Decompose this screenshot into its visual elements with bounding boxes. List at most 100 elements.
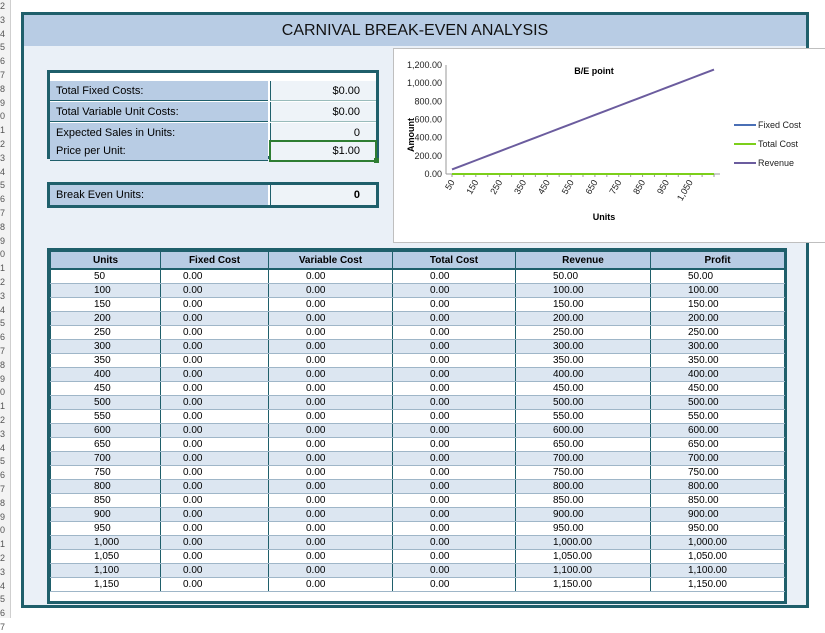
table-cell[interactable]: 0.00 — [160, 409, 269, 424]
table-cell[interactable]: 0.00 — [392, 409, 516, 424]
table-cell[interactable]: 0.00 — [392, 479, 516, 494]
variable-costs-cell[interactable]: $0.00 — [270, 102, 376, 122]
table-cell[interactable]: 0.00 — [160, 339, 269, 354]
row-number[interactable]: 3 — [0, 152, 6, 163]
row-number[interactable]: 5 — [0, 318, 6, 329]
table-cell[interactable]: 0.00 — [160, 563, 269, 578]
table-cell[interactable]: 0.00 — [160, 367, 269, 382]
table-cell[interactable]: 0.00 — [268, 437, 393, 452]
table-cell[interactable]: 0.00 — [268, 423, 393, 438]
table-cell[interactable]: 250 — [50, 325, 161, 340]
table-cell[interactable]: 750.00 — [515, 465, 651, 480]
row-number[interactable]: 6 — [0, 470, 6, 481]
table-cell[interactable]: 900 — [50, 507, 161, 522]
table-cell[interactable]: 250.00 — [515, 325, 651, 340]
table-cell[interactable]: 0.00 — [392, 437, 516, 452]
table-cell[interactable]: 900.00 — [515, 507, 651, 522]
table-cell[interactable]: 100.00 — [515, 283, 651, 298]
row-number[interactable]: 9 — [0, 235, 6, 246]
fill-handle[interactable] — [374, 158, 379, 163]
table-cell[interactable]: 650 — [50, 437, 161, 452]
table-cell[interactable]: 0.00 — [392, 325, 516, 340]
table-cell[interactable]: 0.00 — [392, 535, 516, 550]
table-cell[interactable]: 150.00 — [650, 297, 785, 312]
table-cell[interactable]: 800.00 — [650, 479, 785, 494]
row-number[interactable]: 2 — [0, 277, 6, 287]
table-cell[interactable]: 250.00 — [650, 325, 785, 340]
table-cell[interactable]: 0.00 — [268, 465, 393, 480]
table-cell[interactable]: 0.00 — [392, 367, 516, 382]
table-cell[interactable]: 0.00 — [392, 395, 516, 410]
table-cell[interactable]: 0.00 — [268, 409, 393, 424]
table-cell[interactable]: 0.00 — [268, 577, 393, 592]
table-cell[interactable]: 0.00 — [268, 507, 393, 522]
row-number[interactable]: 3 — [0, 14, 6, 25]
table-cell[interactable]: 0.00 — [160, 549, 269, 564]
table-cell[interactable]: 150 — [50, 297, 161, 312]
table-cell[interactable]: 400.00 — [650, 367, 785, 382]
price-per-unit-cell[interactable]: $1.00 — [269, 140, 379, 163]
table-cell[interactable]: 200.00 — [650, 311, 785, 326]
table-cell[interactable]: 700.00 — [650, 451, 785, 466]
row-number[interactable]: 7 — [0, 622, 6, 632]
table-cell[interactable]: 1,050.00 — [515, 549, 651, 564]
table-cell[interactable]: 0.00 — [392, 577, 516, 592]
table-cell[interactable]: 650.00 — [515, 437, 651, 452]
row-number[interactable]: 9 — [0, 511, 6, 522]
table-cell[interactable]: 750.00 — [650, 465, 785, 480]
row-number[interactable]: 3 — [0, 428, 6, 439]
table-cell[interactable]: 0.00 — [268, 535, 393, 550]
table-cell[interactable]: 1,000 — [50, 535, 161, 550]
row-number[interactable]: 1 — [0, 539, 6, 550]
row-number[interactable]: 0 — [0, 387, 6, 398]
table-cell[interactable]: 200 — [50, 311, 161, 326]
table-cell[interactable]: 500 — [50, 395, 161, 410]
table-cell[interactable]: 0.00 — [392, 451, 516, 466]
table-cell[interactable]: 0.00 — [160, 381, 269, 396]
table-cell[interactable]: 0.00 — [268, 521, 393, 536]
table-cell[interactable]: 0.00 — [268, 325, 393, 340]
table-cell[interactable]: 0.00 — [268, 311, 393, 326]
column-header[interactable]: Profit — [650, 251, 785, 270]
table-cell[interactable]: 0.00 — [160, 521, 269, 536]
table-cell[interactable]: 0.00 — [392, 563, 516, 578]
fixed-costs-cell[interactable]: $0.00 — [270, 81, 376, 101]
table-cell[interactable]: 300.00 — [650, 339, 785, 354]
table-cell[interactable]: 150.00 — [515, 297, 651, 312]
table-cell[interactable]: 0.00 — [160, 479, 269, 494]
row-number[interactable]: 8 — [0, 497, 6, 508]
table-cell[interactable]: 1,150.00 — [650, 577, 785, 592]
table-cell[interactable]: 400 — [50, 367, 161, 382]
table-cell[interactable]: 350.00 — [515, 353, 651, 368]
table-cell[interactable]: 0.00 — [160, 325, 269, 340]
row-number[interactable]: 6 — [0, 332, 6, 343]
row-number[interactable]: 4 — [0, 442, 6, 453]
table-cell[interactable]: 1,000.00 — [515, 535, 651, 550]
column-header[interactable]: Fixed Cost — [160, 251, 269, 270]
table-cell[interactable]: 1,050 — [50, 549, 161, 564]
table-cell[interactable]: 850.00 — [650, 493, 785, 508]
break-even-chart[interactable]: B/E point Amount Units 0.00 200.00 400.00 6… — [393, 48, 825, 243]
table-cell[interactable]: 750 — [50, 465, 161, 480]
table-cell[interactable]: 300.00 — [515, 339, 651, 354]
table-cell[interactable]: 950.00 — [515, 521, 651, 536]
table-cell[interactable]: 500.00 — [650, 395, 785, 410]
table-cell[interactable]: 650.00 — [650, 437, 785, 452]
table-cell[interactable]: 350.00 — [650, 353, 785, 368]
row-number[interactable]: 5 — [0, 456, 6, 467]
table-cell[interactable]: 0.00 — [392, 283, 516, 298]
table-cell[interactable]: 850.00 — [515, 493, 651, 508]
table-cell[interactable]: 0.00 — [268, 563, 393, 578]
table-cell[interactable]: 700.00 — [515, 451, 651, 466]
column-header[interactable]: Units — [50, 251, 161, 270]
table-cell[interactable]: 50.00 — [650, 269, 785, 284]
table-cell[interactable]: 200.00 — [515, 311, 651, 326]
row-number[interactable]: 6 — [0, 608, 6, 619]
row-number[interactable]: 1 — [0, 125, 6, 136]
row-number[interactable]: 0 — [0, 111, 6, 122]
table-cell[interactable]: 1,050.00 — [650, 549, 785, 564]
row-number[interactable]: 2 — [0, 1, 6, 11]
break-even-value-cell[interactable]: 0 — [270, 185, 376, 205]
table-cell[interactable]: 0.00 — [160, 493, 269, 508]
table-cell[interactable]: 100 — [50, 283, 161, 298]
